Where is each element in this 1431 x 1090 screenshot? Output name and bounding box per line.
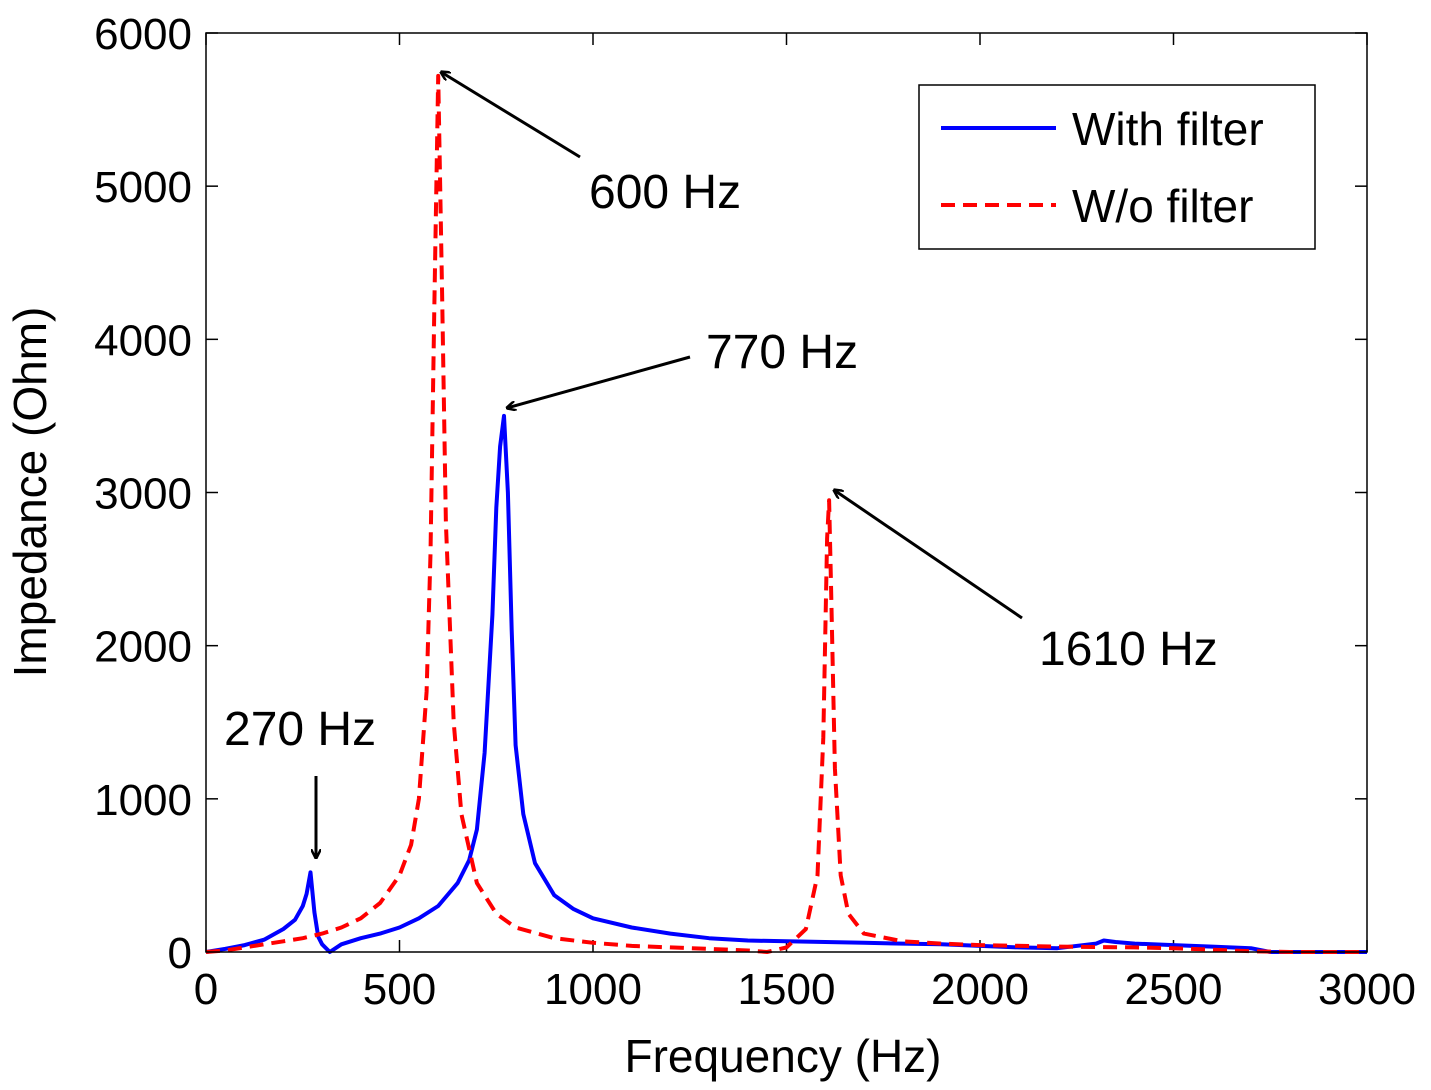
y-tick-label: 2000 <box>94 623 192 672</box>
x-tick-label: 1500 <box>738 965 836 1014</box>
x-tick-label: 3000 <box>1318 965 1416 1014</box>
annotation-arrow-1610hz <box>834 490 1023 620</box>
legend-label-wo-filter: W/o filter <box>1072 180 1253 232</box>
legend-label-with-filter: With filter <box>1072 103 1264 155</box>
plot-frame <box>205 32 1368 953</box>
annotation-arrow-600hz <box>441 72 581 159</box>
series-line-with-filter <box>205 413 1367 954</box>
annotation-1610hz: 1610 Hz <box>1039 623 1218 676</box>
x-tick-label: 1000 <box>544 965 642 1014</box>
x-axis-title: Frequency (Hz) <box>625 1030 942 1082</box>
x-tick-label: 2500 <box>1125 965 1223 1014</box>
y-tick-label: 6000 <box>94 10 192 59</box>
annotation-600hz: 600 Hz <box>589 166 741 219</box>
tick-labels: 0 500 1000 1500 2000 2500 3000 0 1000 2000 3000 400… <box>94 10 1416 1014</box>
y-tick-label: 4000 <box>94 316 192 365</box>
x-tick-label: 2000 <box>931 965 1029 1014</box>
x-tick-label: 0 <box>194 965 218 1014</box>
y-tick-label: 1000 <box>94 776 192 825</box>
legend-box <box>918 84 1316 250</box>
y-tick-label: 3000 <box>94 470 192 519</box>
annotation-arrow-770hz <box>507 355 691 408</box>
annotation-770hz: 770 Hz <box>706 326 858 379</box>
series-lines <box>205 73 1367 954</box>
y-axis-title: Impedance (Ohm) <box>4 307 56 678</box>
annotations: 600 Hz 770 Hz 1610 Hz 270 Hz <box>224 72 1218 858</box>
y-tick-label: 5000 <box>94 163 192 212</box>
legend: With filter W/o filter <box>918 84 1316 250</box>
annotation-270hz: 270 Hz <box>224 703 376 756</box>
x-tick-label: 500 <box>363 965 436 1014</box>
series-line-wo-filter <box>205 73 1367 954</box>
y-tick-label: 0 <box>168 929 192 978</box>
